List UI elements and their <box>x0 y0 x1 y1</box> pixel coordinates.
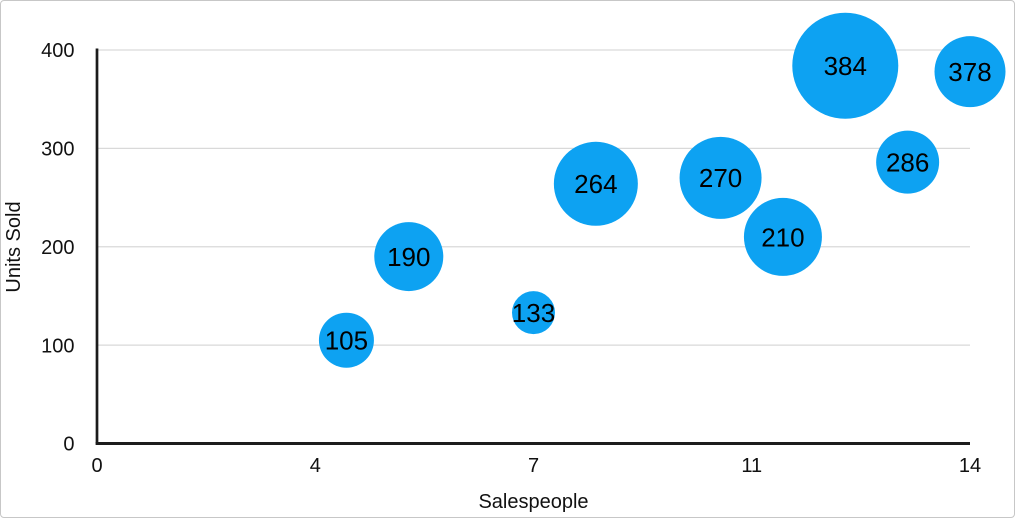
bubble-286[interactable] <box>876 130 940 194</box>
bubble-378[interactable] <box>934 36 1006 108</box>
bubble-384[interactable] <box>792 12 899 119</box>
bubble-270[interactable] <box>679 136 762 219</box>
y-tick-label-300: 300 <box>41 139 74 161</box>
x-tick-label-0: 0 <box>91 455 102 477</box>
bubble-label-286: 286 <box>886 148 929 178</box>
bubble-133[interactable] <box>512 291 555 335</box>
bubble-series: 105 190 133 264 270 210 384 286 378 <box>318 12 1006 368</box>
bubble-105[interactable] <box>318 312 374 368</box>
bubble-label-133: 133 <box>512 298 555 328</box>
x-tick-label-11: 11 <box>741 455 762 477</box>
y-tick-label-100: 100 <box>41 335 74 357</box>
bubble-label-264: 264 <box>574 169 617 199</box>
y-axis-title: Units Sold <box>3 201 25 292</box>
y-tick-label-0: 0 <box>63 434 74 456</box>
bubble-210[interactable] <box>743 197 822 276</box>
x-axis-title: Salespeople <box>478 491 588 513</box>
bubble-label-384: 384 <box>824 51 867 81</box>
x-tick-labels: 0 4 7 11 14 <box>91 455 981 477</box>
bubble-264[interactable] <box>553 141 638 226</box>
bubble-label-270: 270 <box>699 163 742 193</box>
bubble-label-378: 378 <box>948 57 991 87</box>
axis-lines <box>95 48 970 445</box>
y-tick-labels: 0 100 200 300 400 <box>41 40 74 456</box>
x-tick-label-7: 7 <box>528 455 539 477</box>
x-tick-label-4: 4 <box>310 455 321 477</box>
y-tick-label-400: 400 <box>41 40 74 62</box>
bubble-label-210: 210 <box>761 222 804 252</box>
x-tick-label-14: 14 <box>959 455 981 477</box>
bubble-label-105: 105 <box>325 326 368 356</box>
bubble-190[interactable] <box>374 222 444 292</box>
y-tick-label-200: 200 <box>41 237 74 259</box>
bubble-label-190: 190 <box>387 242 430 272</box>
